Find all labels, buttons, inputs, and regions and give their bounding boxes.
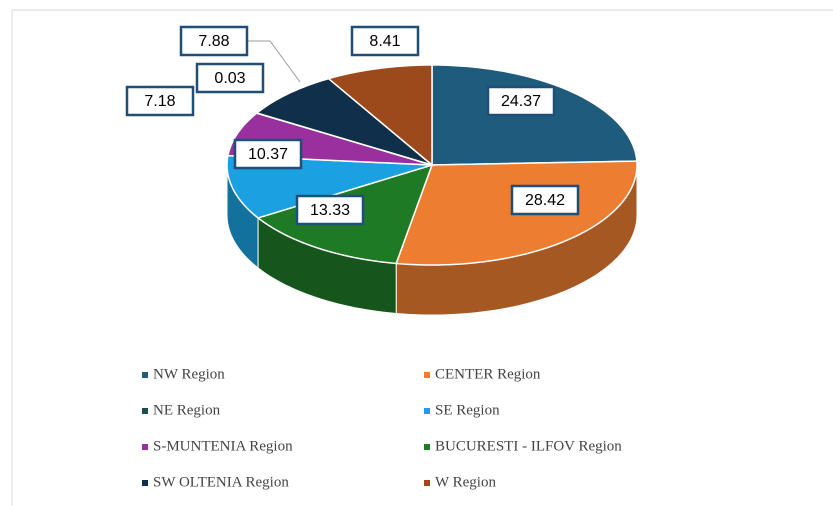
- data-label: 7.18: [144, 93, 175, 110]
- legend-label: CENTER Region: [435, 366, 541, 382]
- legend-marker: [142, 444, 148, 450]
- label-box: [179, 25, 249, 57]
- label-box: [295, 194, 365, 226]
- data-label: 7.88: [198, 33, 229, 50]
- pie-slice: [226, 154, 433, 219]
- data-label: 8.41: [369, 33, 400, 50]
- legend-label: W Region: [435, 474, 496, 490]
- legend-marker: [424, 480, 430, 486]
- label-box: [195, 62, 265, 94]
- data-label: 24.37: [501, 93, 541, 110]
- legend-marker: [424, 372, 430, 378]
- data-label: 0.03: [214, 70, 245, 87]
- leader-line: [248, 40, 301, 83]
- legend-label: S-MUNTENIA Region: [153, 438, 293, 454]
- data-label: 10.37: [248, 146, 288, 163]
- data-label: 28.42: [525, 192, 565, 209]
- legend-marker: [424, 408, 430, 414]
- legend-label: BUCURESTI - ILFOV Region: [435, 438, 622, 454]
- legend-marker: [142, 372, 148, 378]
- legend-marker: [142, 480, 148, 486]
- legend-label: NE Region: [153, 402, 221, 418]
- legend-label: SE Region: [435, 402, 500, 418]
- legend-marker: [142, 408, 148, 414]
- legend-label: NW Region: [153, 366, 225, 382]
- pie-slice: [327, 64, 433, 167]
- label-box: [125, 85, 195, 117]
- label-box: [350, 25, 420, 57]
- label-box: [486, 85, 556, 117]
- pie-slice: [255, 77, 433, 166]
- legend-label: SW OLTENIA Region: [153, 474, 289, 490]
- label-box: [510, 184, 580, 216]
- legend-marker: [424, 444, 430, 450]
- data-label: 13.33: [310, 202, 350, 219]
- label-box: [233, 138, 303, 170]
